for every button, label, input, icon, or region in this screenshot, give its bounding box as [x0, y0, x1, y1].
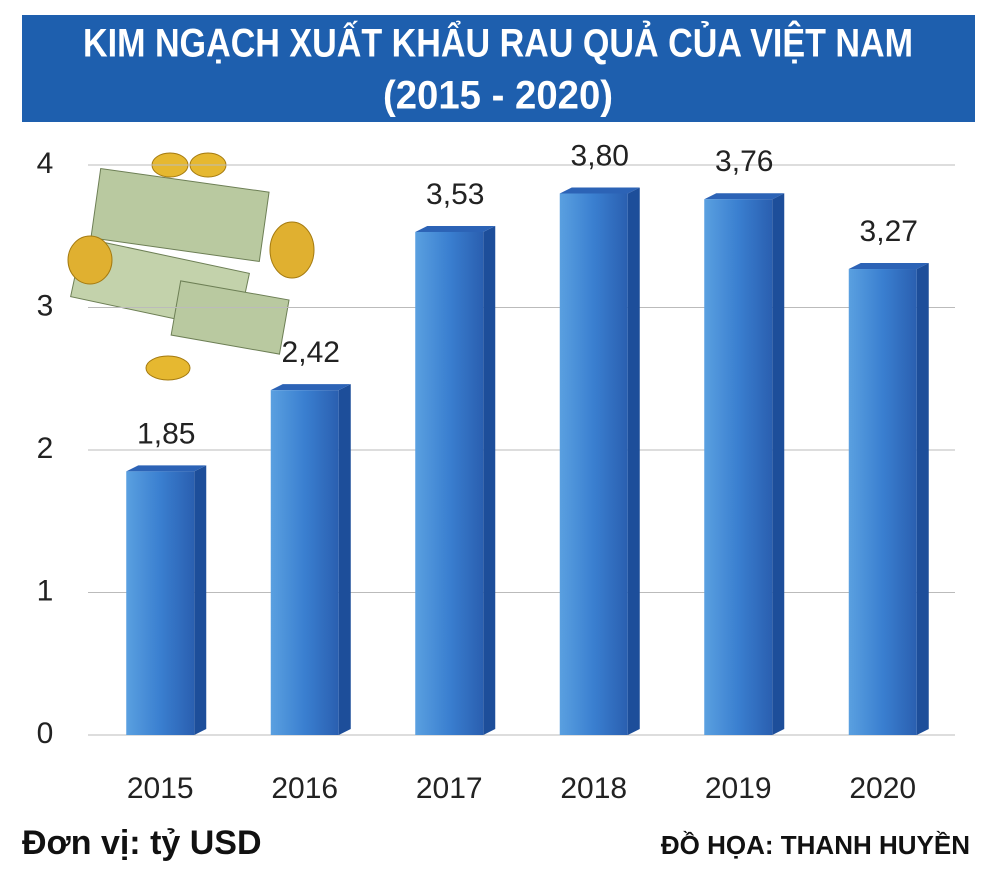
bar-side: [772, 193, 785, 735]
coin: [145, 355, 191, 381]
bar-side: [916, 263, 929, 735]
x-tick-label: 2019: [705, 772, 772, 805]
bar-side: [194, 465, 207, 735]
bar-top: [126, 465, 207, 472]
x-tick-label: 2016: [271, 772, 338, 805]
bar-side: [483, 225, 496, 735]
bar: [415, 231, 484, 735]
bar-top: [559, 187, 640, 194]
money-illustration: [67, 152, 315, 381]
bar: [559, 193, 628, 735]
y-tick-label: 2: [37, 432, 54, 465]
x-tick-label: 2020: [849, 772, 916, 805]
y-tick-label: 0: [37, 717, 54, 750]
y-tick-label: 1: [37, 574, 54, 607]
y-tick-label: 3: [37, 289, 54, 322]
x-tick-label: 2017: [416, 772, 483, 805]
x-tick-label: 2015: [127, 772, 194, 805]
coin: [67, 235, 113, 285]
bar: [704, 199, 773, 735]
bar-top: [270, 384, 351, 391]
bar: [126, 471, 195, 735]
value-label: 3,80: [571, 139, 629, 172]
bar-side: [627, 187, 640, 735]
value-label: 3,27: [860, 215, 918, 248]
chart-title: KIM NGẠCH XUẤT KHẨU RAU QUẢ CỦA VIỆT NAM: [83, 19, 913, 66]
bar-top: [704, 193, 785, 200]
banknote-stack: [170, 280, 290, 355]
value-label: 3,76: [715, 145, 773, 178]
coin: [269, 221, 315, 279]
chart-subtitle: (2015 - 2020): [383, 74, 613, 118]
bar-top: [415, 225, 496, 232]
banknote-stack: [90, 167, 270, 263]
bar: [270, 390, 339, 735]
bar-top: [848, 263, 929, 270]
credit: ĐỒ HỌA: THANH HUYỀN: [661, 830, 970, 860]
value-label: 2,42: [282, 336, 340, 369]
y-tick-label: 4: [37, 147, 54, 180]
bar-side: [338, 384, 351, 735]
value-label: 1,85: [137, 417, 195, 450]
title-banner: [22, 15, 975, 122]
x-tick-label: 2018: [560, 772, 627, 805]
unit-note: Đơn vị: tỷ USD: [22, 824, 262, 862]
bar: [848, 269, 917, 735]
value-label: 3,53: [426, 178, 484, 211]
